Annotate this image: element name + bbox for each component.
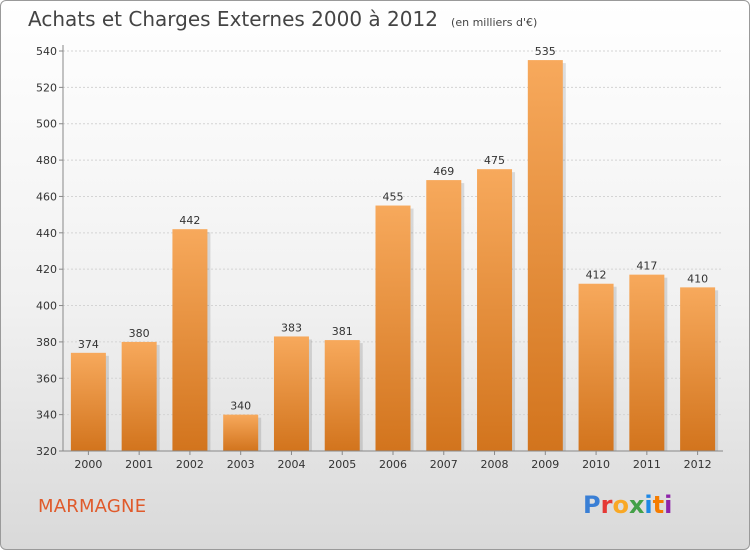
x-tick-label: 2004 xyxy=(277,458,305,471)
logo-letter: o xyxy=(612,491,629,519)
y-tick-label: 460 xyxy=(36,190,57,203)
x-tick-label: 2002 xyxy=(176,458,204,471)
data-label: 410 xyxy=(687,272,708,285)
y-tick-label: 420 xyxy=(36,263,57,276)
chart-unit: (en milliers d'€) xyxy=(451,16,538,29)
bar-2001 xyxy=(121,341,157,451)
y-tick-label: 360 xyxy=(36,372,57,385)
y-tick-label: 320 xyxy=(36,445,57,458)
data-label: 340 xyxy=(230,400,251,413)
bar-2008 xyxy=(477,169,513,451)
y-tick-label: 340 xyxy=(36,409,57,422)
chart-title: Achats et Charges Externes 2000 à 2012 xyxy=(28,7,438,31)
data-label: 383 xyxy=(281,321,302,334)
x-tick-label: 2005 xyxy=(328,458,356,471)
data-label: 374 xyxy=(78,338,99,351)
x-tick-label: 2001 xyxy=(125,458,153,471)
bar-2003 xyxy=(223,414,259,451)
y-tick-label: 520 xyxy=(36,81,57,94)
proxiti-logo: Proxiti xyxy=(583,491,672,519)
x-tick-label: 2009 xyxy=(531,458,559,471)
y-tick-label: 500 xyxy=(36,118,57,131)
logo-letter: t xyxy=(652,491,665,519)
data-label: 535 xyxy=(535,45,556,58)
logo-letter: x xyxy=(628,491,645,519)
logo-letter: i xyxy=(644,491,653,519)
data-label: 381 xyxy=(332,325,353,338)
logo-letter: i xyxy=(664,491,673,519)
x-tick-label: 2008 xyxy=(481,458,509,471)
x-tick-label: 2011 xyxy=(633,458,661,471)
bar-2007 xyxy=(426,180,462,451)
logo-letter: P xyxy=(583,491,601,519)
x-tick-label: 2006 xyxy=(379,458,407,471)
data-label: 412 xyxy=(586,269,607,282)
y-tick-label: 440 xyxy=(36,227,57,240)
bar-2009 xyxy=(527,60,563,451)
bar-2002 xyxy=(172,229,208,451)
bar-2004 xyxy=(273,336,309,451)
bar-2005 xyxy=(324,340,360,451)
bar-2011 xyxy=(629,274,665,451)
data-label: 442 xyxy=(179,214,200,227)
title-row: Achats et Charges Externes 2000 à 2012 (… xyxy=(28,7,537,31)
bar-2010 xyxy=(578,283,614,451)
data-label: 469 xyxy=(433,165,454,178)
data-label: 475 xyxy=(484,154,505,167)
data-label: 455 xyxy=(383,191,404,204)
x-tick-label: 2003 xyxy=(227,458,255,471)
data-label: 380 xyxy=(129,327,150,340)
bar-2012 xyxy=(680,287,716,451)
x-tick-label: 2000 xyxy=(74,458,102,471)
commune-name: MARMAGNE xyxy=(38,496,147,517)
logo-letter: r xyxy=(600,491,613,519)
y-tick-label: 480 xyxy=(36,154,57,167)
data-label: 417 xyxy=(636,260,657,273)
bar-2000 xyxy=(70,352,106,451)
y-tick-label: 400 xyxy=(36,300,57,313)
x-tick-label: 2007 xyxy=(430,458,458,471)
x-tick-label: 2010 xyxy=(582,458,610,471)
y-tick-label: 540 xyxy=(36,45,57,58)
y-tick-label: 380 xyxy=(36,336,57,349)
x-tick-label: 2012 xyxy=(684,458,712,471)
bar-2006 xyxy=(375,205,411,451)
